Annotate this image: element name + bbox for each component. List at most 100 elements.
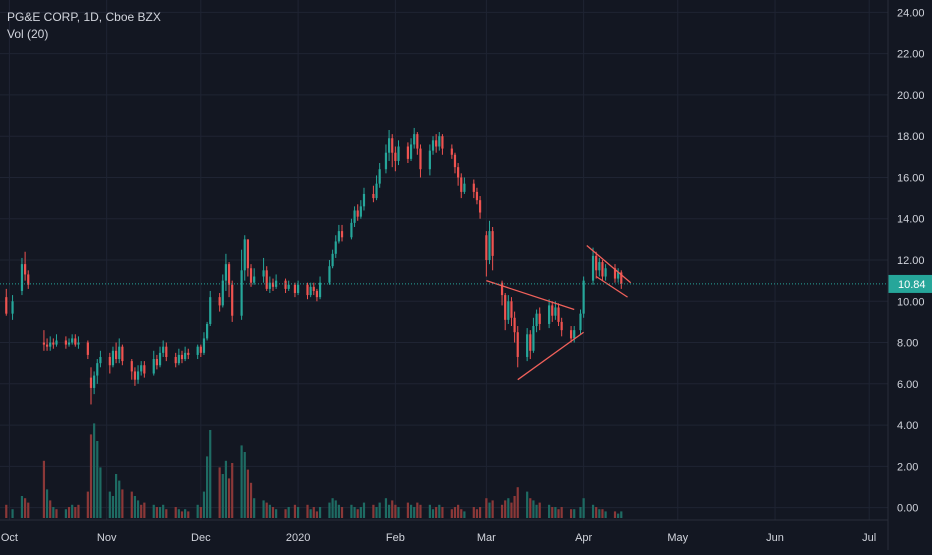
volume-bar [375,507,378,518]
candle-body [350,222,353,238]
candle-body [265,270,268,289]
y-tick-label: 8.00 [897,338,918,350]
candle [378,163,381,188]
y-tick-label: 18.00 [897,131,925,143]
volume-bar [133,496,137,518]
volume-bar [268,504,271,518]
candle-body [27,274,30,285]
candle [187,348,190,360]
candle [74,334,77,347]
candle-body [52,342,55,345]
volume-bar [152,504,155,518]
candle [162,340,165,357]
candle [287,280,290,291]
candles [5,127,623,405]
volume-bar [595,507,598,518]
volume-bar [265,502,268,518]
candle [328,260,331,285]
candle-body [11,301,14,314]
candle [450,144,453,159]
candle [413,127,416,149]
volume-bar [353,507,356,518]
candle-body [262,270,265,277]
candle [582,276,585,318]
candle-body [384,152,388,170]
volume-bar [199,507,202,518]
wedge-upper-line[interactable] [486,280,575,311]
candle-body [315,290,319,298]
candle-body [419,148,422,170]
candle [579,309,582,335]
candle-body [177,354,180,364]
volume-bar [475,509,479,518]
candle-body [24,264,27,275]
candle [460,173,463,199]
volume-bar [507,498,510,518]
y-tick-label: 0.00 [897,503,918,515]
candle [262,257,265,283]
wedge-lower-line[interactable] [517,331,585,381]
volume-bar [77,504,80,518]
candle-body [89,377,93,388]
volume-bar [253,498,256,518]
volume-bar [419,504,422,518]
candle-body [500,282,504,296]
candle [485,231,488,277]
volume-bar [24,498,27,518]
last-price-line: 10.84 [0,274,932,293]
candle-body [45,344,49,347]
volume-bar [569,509,573,518]
x-tick-label: Dec [191,532,211,544]
candle [55,334,58,347]
candle [453,152,457,174]
candle [309,282,312,298]
volume-bar [535,504,538,518]
candle-body [202,338,206,353]
volume-bar [155,507,158,518]
candle-body [199,346,202,353]
volume-bar [99,467,102,518]
volume-bar [86,491,89,518]
candle [218,293,221,312]
x-tick-label: Jul [862,532,876,544]
pennant-upper-line[interactable] [586,245,632,284]
volume-indicator-label: Vol (20) [7,27,49,41]
candle-body [184,352,187,360]
trendline-drawings[interactable] [486,245,632,381]
candle-body [86,342,89,355]
candle-body [535,313,538,327]
candle [296,280,300,296]
candle [136,365,140,384]
volume-bar [306,504,309,518]
volume-bar [601,509,604,518]
candle [11,295,14,320]
candle-body [579,313,582,331]
volume-bar [334,500,337,518]
candle-body [5,297,8,314]
pennant-lower-line[interactable] [595,275,628,298]
volume-bar [111,496,115,518]
candle [253,268,256,285]
candle-body [406,146,410,159]
candle-body [209,297,212,324]
candle [231,280,234,322]
y-tick-label: 22.00 [897,49,925,61]
volume-bar [478,507,482,518]
volume-bar [391,500,394,518]
volume-bar [177,509,180,518]
candle-body [617,272,620,279]
candle-body [111,350,115,366]
volume-bar [209,430,212,518]
candle-body [218,297,221,306]
candle-body [560,321,563,331]
candle [224,253,228,291]
candle [284,278,287,294]
candle [67,338,71,347]
volume-bar [20,496,24,518]
candle-body [378,169,381,184]
candle [243,235,246,281]
volume-bar [372,504,375,518]
